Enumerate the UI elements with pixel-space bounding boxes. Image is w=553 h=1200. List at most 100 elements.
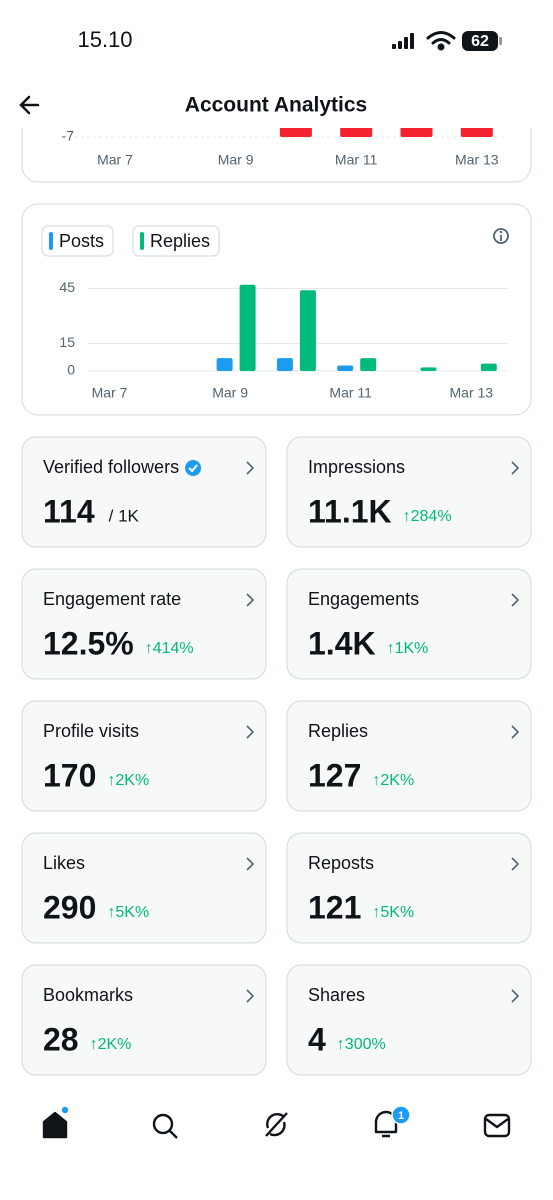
bar (420, 367, 437, 371)
legend-chip[interactable] (132, 225, 220, 257)
x-tick-label: Mar 7 (97, 152, 133, 168)
metric-value: 28 (43, 1021, 79, 1057)
verified-badge (185, 460, 202, 476)
metric-card[interactable] (21, 832, 267, 944)
metric-card[interactable] (21, 568, 267, 680)
bar (299, 290, 316, 371)
metric-card[interactable] (21, 436, 267, 548)
metric-value: 127 (308, 757, 361, 793)
metric-total: / 1K (109, 506, 140, 525)
search-tab[interactable] (152, 1113, 174, 1135)
info-icon[interactable] (493, 228, 509, 244)
metric-label: Engagements (308, 589, 419, 609)
envelope-flap (485, 1118, 509, 1129)
chevron (246, 725, 255, 739)
metric-change: ↑1K% (387, 640, 429, 657)
battery-tip (499, 37, 502, 45)
notification-badge (391, 1105, 411, 1125)
home-tab[interactable] (42, 1111, 68, 1139)
header-bg (0, 0, 553, 128)
chevron (246, 461, 255, 475)
legend-chip[interactable] (41, 225, 114, 257)
chevron (511, 857, 520, 871)
metric-label: Replies (308, 721, 368, 741)
metric-change: ↑284% (403, 508, 452, 525)
metric-label: Reposts (308, 853, 374, 873)
x-tick-label: Mar 9 (218, 152, 254, 168)
verified-check (188, 464, 198, 473)
legend-label: Replies (150, 231, 210, 251)
home-dot (60, 1105, 70, 1115)
chevron (511, 725, 520, 739)
info-dot (499, 230, 503, 234)
search-handle (169, 1130, 178, 1139)
metric-card[interactable] (21, 700, 267, 812)
activity-chart: 0 15 45 Mar 7 Mar 9 Mar 11 Mar 13 Posts Replies (41, 225, 507, 401)
bar (276, 358, 293, 371)
metric-label: Verified followers (43, 457, 179, 477)
metric-value: 11.1K (308, 493, 392, 529)
legend-swatch (49, 232, 53, 250)
metric-label: Likes (43, 853, 85, 873)
messages-tab[interactable] (483, 1113, 511, 1138)
metric-card[interactable] (286, 568, 532, 680)
metric-value: 170 (43, 757, 96, 793)
bar (239, 284, 256, 371)
metric-card[interactable] (286, 436, 532, 548)
metric-change: ↑414% (145, 640, 194, 657)
chevron (246, 857, 255, 871)
metric-value: 1.4K (308, 625, 376, 661)
metric-value: 290 (43, 889, 96, 925)
metric-label: Bookmarks (43, 985, 133, 1005)
chevron (246, 989, 255, 1003)
x-tick-label: Mar 11 (329, 385, 372, 401)
bar (480, 363, 497, 371)
signal-icon (392, 33, 414, 49)
metric-label: Profile visits (43, 721, 139, 741)
legend-label: Posts (59, 231, 104, 251)
x-tick-label: Mar 13 (450, 385, 494, 401)
metric-card[interactable] (286, 964, 532, 1076)
metric-value: 121 (308, 889, 361, 925)
bar (360, 358, 377, 371)
metric-card[interactable] (286, 700, 532, 812)
chevron (511, 989, 520, 1003)
activity-chart-card (21, 203, 532, 416)
chevron (511, 593, 520, 607)
bar (216, 358, 233, 371)
back-button[interactable] (19, 95, 40, 115)
x-tick-label: Mar 9 (212, 385, 248, 401)
metric-change: ↑300% (337, 1036, 386, 1053)
metric-value: 114 (43, 493, 95, 529)
page-title: Account Analytics (185, 94, 367, 117)
metric-card[interactable] (286, 832, 532, 944)
metric-label: Shares (308, 985, 365, 1005)
grok-tab[interactable] (265, 1112, 288, 1137)
metric-change: ↑2K% (90, 1036, 132, 1053)
chevron (511, 461, 520, 475)
metric-value: 12.5% (43, 625, 134, 661)
y-tick-label: -7 (62, 128, 75, 144)
chevron (246, 593, 255, 607)
bottom-nav (42, 1105, 511, 1139)
metric-change: ↑5K% (372, 904, 414, 921)
metric-change: ↑5K% (107, 904, 149, 921)
y-tick-label: 45 (59, 279, 75, 295)
x-tick-label: Mar 13 (455, 152, 499, 168)
notification-count: 1 (398, 1110, 404, 1122)
y-tick-label: 15 (59, 334, 75, 350)
metric-change: ↑2K% (372, 772, 414, 789)
metric-cards: Verified followers 114 / 1K Impressions 11.1… (21, 436, 532, 1076)
battery-level: 62 (471, 33, 489, 50)
x-tick-label: Mar 11 (335, 152, 378, 168)
x-tick-label: Mar 7 (92, 385, 128, 401)
status-time: 15.10 (77, 27, 132, 52)
wifi-icon (426, 31, 456, 51)
metric-card[interactable] (21, 964, 267, 1076)
legend-swatch (140, 232, 144, 250)
metric-value: 4 (308, 1021, 326, 1057)
battery-icon (462, 31, 498, 51)
metric-change: ↑2K% (107, 772, 149, 789)
